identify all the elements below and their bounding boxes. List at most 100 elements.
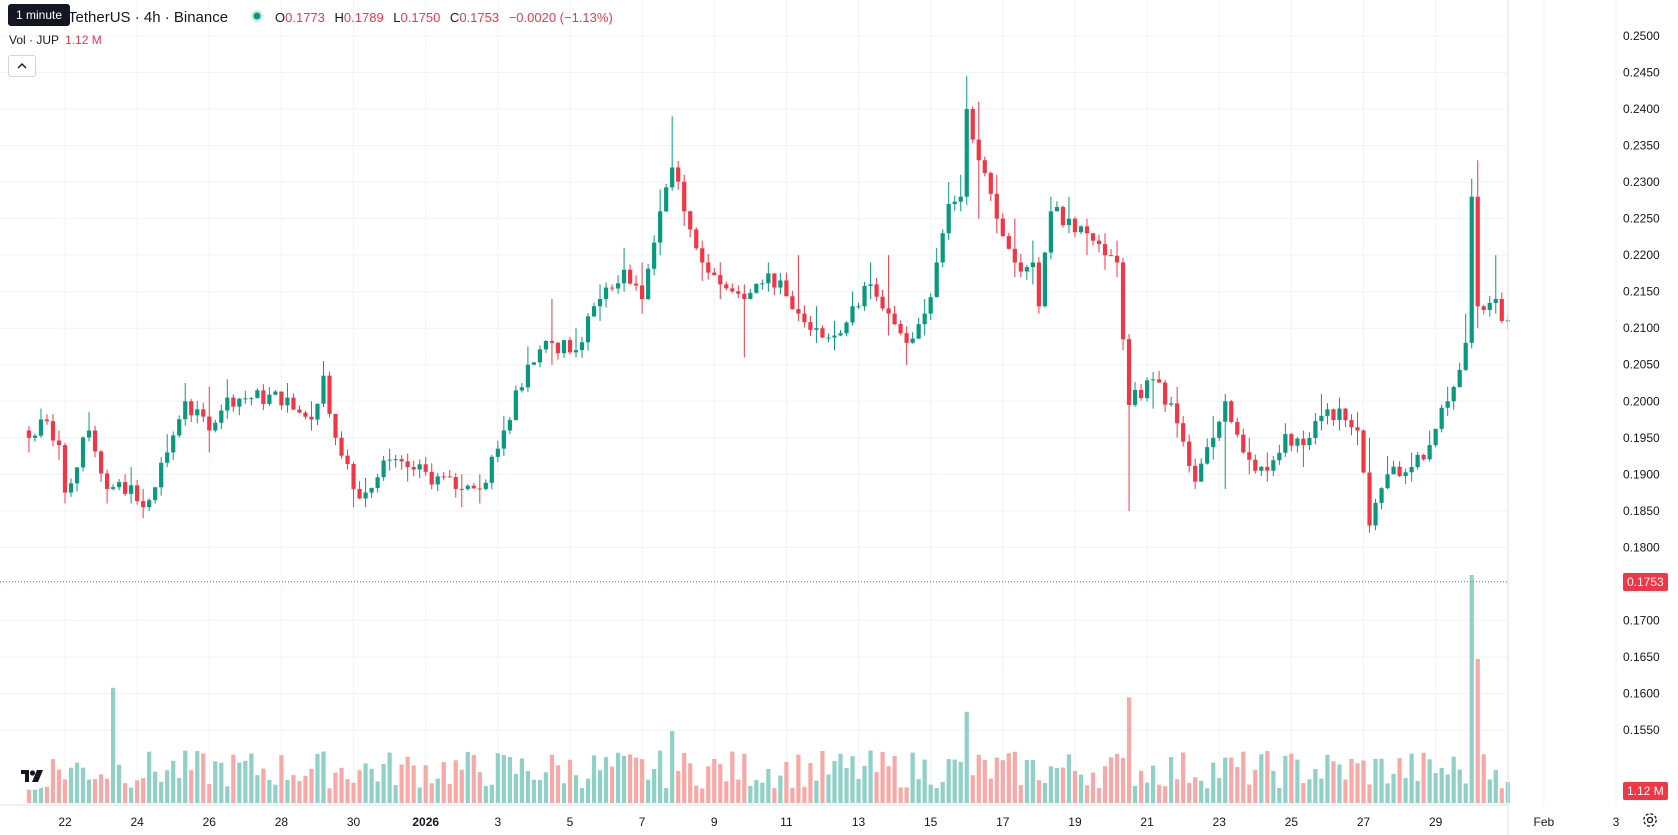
candle-body — [1090, 233, 1096, 241]
candle-body — [982, 160, 987, 173]
candle-body — [724, 284, 729, 289]
time-tick-label: 7 — [639, 815, 646, 829]
candle-body — [1295, 438, 1300, 446]
candle-body — [321, 375, 326, 404]
volume-bar — [573, 775, 579, 803]
volume-bar — [946, 759, 951, 803]
candle-body — [1457, 369, 1462, 387]
volume-bar — [1036, 780, 1041, 803]
candle-body — [844, 322, 849, 334]
candle-body — [483, 482, 488, 489]
candle-body — [213, 422, 218, 431]
volume-bar — [1415, 781, 1420, 803]
volume-bar — [585, 778, 591, 803]
volume-bar — [1445, 774, 1450, 803]
volume-bar — [177, 778, 182, 803]
price-tick-label: 0.2450 — [1623, 66, 1660, 80]
volume-bar — [1481, 754, 1486, 803]
volume-bar — [303, 775, 308, 803]
candle-body — [1030, 262, 1035, 268]
candle-body — [1138, 389, 1144, 399]
volume-bar — [621, 755, 627, 803]
volume-bar — [1361, 760, 1366, 803]
collapse-legend-button[interactable] — [8, 55, 36, 77]
volume-bar — [1337, 764, 1342, 803]
logo-mark — [21, 770, 43, 782]
volume-bar — [38, 777, 44, 803]
candle-body — [465, 485, 470, 489]
volume-bar — [62, 779, 68, 803]
gear-icon[interactable] — [1641, 811, 1659, 829]
volume-bar — [820, 751, 825, 803]
volume-bar — [1114, 753, 1120, 803]
candle-body — [543, 340, 549, 350]
candle-body — [1181, 423, 1186, 442]
candle-body — [868, 284, 873, 286]
candle-body — [730, 288, 735, 292]
candle-body — [1277, 452, 1282, 461]
volume-bar — [417, 787, 422, 803]
volume-bar — [459, 769, 464, 803]
candle-body — [940, 233, 945, 263]
candle-body — [1421, 454, 1426, 460]
volume-bar — [826, 774, 831, 803]
volume-bar — [832, 760, 837, 803]
candle-body — [549, 340, 555, 343]
candle-body — [531, 362, 537, 365]
volume-bar — [1024, 760, 1029, 803]
volume-bar — [1084, 785, 1090, 803]
candle-body — [423, 464, 428, 472]
candle-body — [1337, 408, 1342, 421]
candle-body — [808, 322, 813, 330]
candle-body — [1018, 262, 1023, 272]
time-tick-label: 19 — [1068, 815, 1082, 829]
volume-bar — [1307, 779, 1312, 803]
volume-bar — [68, 767, 74, 803]
symbol-title[interactable]: TetherUS · 4h · Binance — [68, 9, 229, 26]
candle-body — [591, 306, 597, 317]
volume-bar — [309, 768, 314, 803]
volume-bar — [1499, 788, 1504, 803]
volume-bar — [1391, 773, 1396, 803]
candle-body — [922, 313, 927, 325]
candle-body — [1120, 262, 1126, 340]
candle-body — [207, 416, 212, 431]
candle-body — [1265, 466, 1270, 471]
volume-bar — [537, 779, 543, 803]
candle-body — [291, 397, 296, 410]
volume-bar — [1295, 759, 1300, 803]
volume-bar — [856, 778, 861, 803]
time-tick-label: 9 — [711, 815, 718, 829]
candle-body — [1397, 466, 1402, 477]
time-axis[interactable]: 22 24 26 28 30 2026 3 5 7 9 11 13 15 17 19 21 23 25 27 29 Fe… — [0, 804, 1620, 829]
volume-bar — [790, 787, 795, 803]
volume-bar — [447, 784, 452, 803]
volume-bar — [291, 775, 296, 803]
candle-body — [1000, 218, 1005, 237]
chevron-up-icon — [17, 63, 27, 69]
price-axis[interactable]: 0.2500 0.2450 0.2400 0.2350 0.2300 0.2250 0.22… — [1507, 0, 1660, 835]
volume-bar — [952, 759, 957, 803]
volume-label[interactable]: Vol · JUP — [9, 33, 60, 47]
volume-legend: Vol · JUP 1.12 M — [9, 33, 102, 47]
volume-bar — [495, 753, 500, 803]
candle-body — [784, 280, 789, 297]
volume-bar — [297, 781, 302, 803]
candle-body — [1349, 420, 1354, 428]
candle-body — [1096, 240, 1102, 245]
candle-body — [1241, 434, 1246, 453]
price-tick-label: 0.2500 — [1623, 29, 1660, 43]
tradingview-logo-icon[interactable] — [14, 762, 50, 790]
candle-body — [880, 296, 885, 309]
volume-bar — [1090, 772, 1096, 803]
candle-body — [1259, 466, 1264, 471]
volume-bar — [1072, 770, 1078, 803]
volume-bar — [670, 731, 675, 803]
volume-bar — [549, 754, 555, 803]
low-value: 0.1750 — [400, 10, 441, 25]
candle-body — [1114, 255, 1120, 263]
volume-bar — [435, 778, 440, 803]
volume-bar — [700, 788, 705, 803]
volume-bar — [1199, 780, 1204, 803]
